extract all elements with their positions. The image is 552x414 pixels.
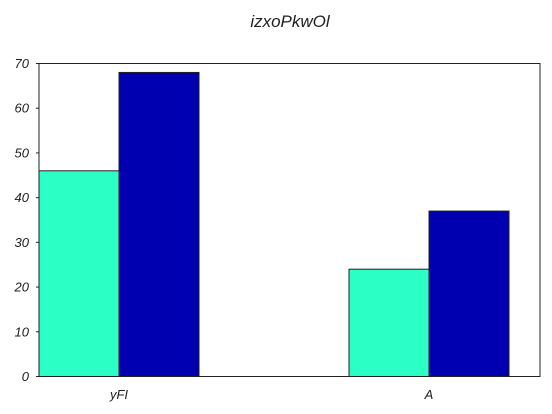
y-tick-label: 10 — [15, 324, 30, 339]
y-tick-label: 50 — [15, 145, 30, 160]
y-tick-label: 70 — [15, 56, 30, 71]
y-axis-ticks: 0 10 20 30 40 50 60 70 — [14, 56, 39, 384]
y-tick-label: 60 — [15, 101, 30, 116]
bar-A-series-2 — [429, 211, 509, 376]
bar-yFI-series-1 — [39, 171, 119, 377]
x-tick-label: A — [424, 387, 434, 402]
chart-title: izxoPkwOl — [250, 12, 331, 31]
y-tick-label: 20 — [14, 280, 30, 295]
bars-group — [39, 72, 509, 376]
y-tick-label: 40 — [15, 190, 30, 205]
x-tick-label: yFI — [109, 387, 128, 402]
bar-yFI-series-2 — [119, 72, 199, 376]
x-axis-ticks: yFI A — [109, 387, 433, 402]
bar-A-series-1 — [349, 269, 429, 376]
y-tick-label: 0 — [22, 369, 30, 384]
y-tick-label: 30 — [15, 235, 30, 250]
